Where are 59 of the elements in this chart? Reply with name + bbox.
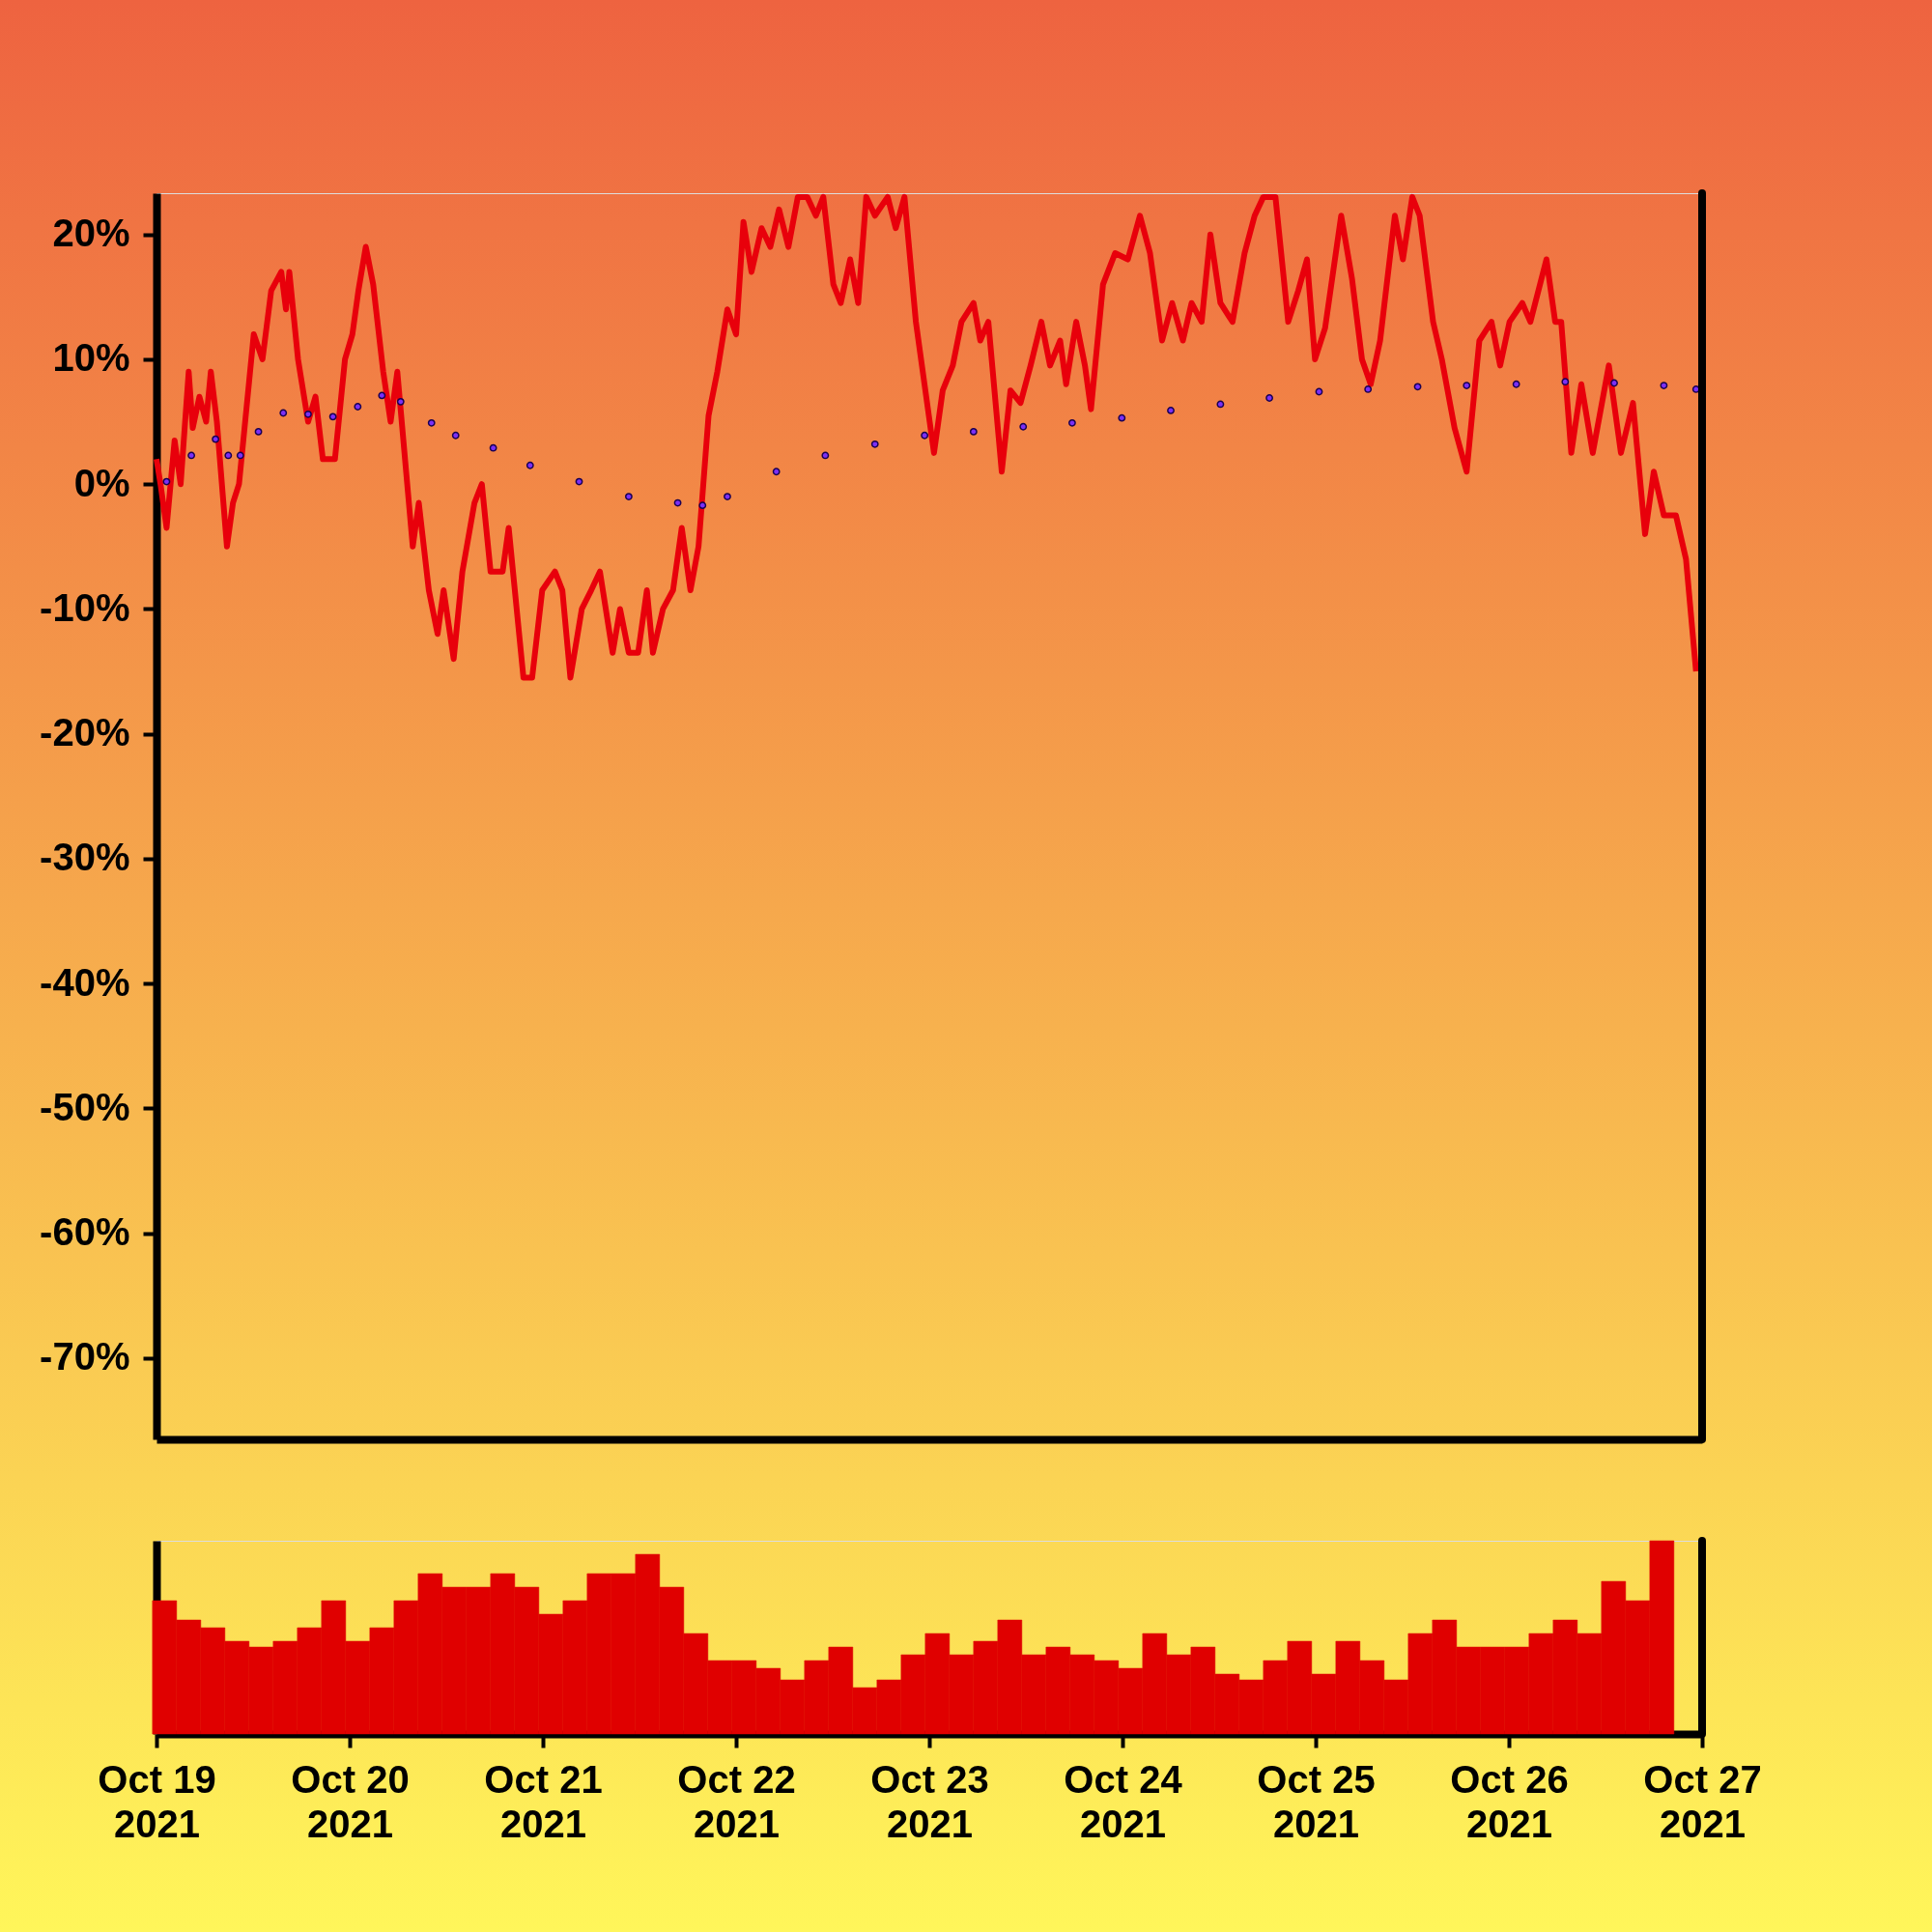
point: [772, 468, 781, 476]
point: [1118, 413, 1126, 422]
x-tick-label: Oct 25 2021: [1257, 1757, 1376, 1845]
point: [1315, 387, 1323, 396]
x-tick-label: Oct 26 2021: [1450, 1757, 1569, 1845]
y-tick-label: -30%: [40, 836, 130, 879]
point: [354, 403, 362, 411]
point: [1561, 378, 1570, 386]
y-tick-label: -70%: [40, 1335, 130, 1378]
point: [162, 477, 171, 486]
point: [224, 451, 233, 460]
point: [427, 418, 436, 427]
point: [673, 498, 682, 507]
point: [451, 431, 460, 440]
point: [254, 427, 263, 436]
point: [396, 397, 405, 406]
point: [279, 409, 288, 417]
point: [1167, 407, 1175, 414]
point: [1463, 382, 1471, 389]
point: [969, 427, 978, 436]
y-tick-label: 20%: [52, 212, 130, 255]
point: [1610, 379, 1618, 387]
point: [1512, 380, 1520, 388]
point: [1660, 382, 1668, 389]
point: [1019, 422, 1028, 431]
point: [575, 477, 583, 486]
point: [489, 443, 497, 452]
y-tick-label: -20%: [40, 711, 130, 754]
point: [624, 493, 633, 500]
y-tick-label: 0%: [73, 461, 130, 504]
point: [1216, 400, 1225, 409]
point: [526, 461, 534, 469]
x-tick-label: Oct 23 2021: [870, 1757, 989, 1845]
point: [1068, 418, 1076, 427]
x-tick-label: Oct 22 2021: [677, 1757, 796, 1845]
point: [1364, 385, 1373, 393]
x-tick-label: Oct 24 2021: [1064, 1757, 1183, 1845]
point: [236, 451, 244, 460]
point: [698, 501, 707, 510]
point: [821, 451, 830, 460]
x-tick-label: Oct 21 2021: [484, 1757, 603, 1845]
point: [724, 493, 731, 500]
point: [378, 391, 386, 400]
point: [328, 412, 337, 421]
point: [870, 440, 879, 448]
point: [304, 410, 312, 418]
point: [212, 435, 220, 443]
y-tick-label: 10%: [52, 336, 130, 380]
point: [921, 431, 929, 440]
y-tick-label: -60%: [40, 1210, 130, 1254]
point: [1413, 383, 1422, 391]
y-tick-label: -50%: [40, 1085, 130, 1128]
y-tick-label: -10%: [40, 585, 130, 629]
x-tick-label: Oct 19 2021: [98, 1757, 216, 1845]
point: [187, 451, 196, 460]
point: [1265, 394, 1273, 402]
y-tick-label: -40%: [40, 960, 130, 1004]
x-tick-label: Oct 20 2021: [291, 1757, 410, 1845]
x-tick-label: Oct 27 2021: [1643, 1757, 1762, 1845]
